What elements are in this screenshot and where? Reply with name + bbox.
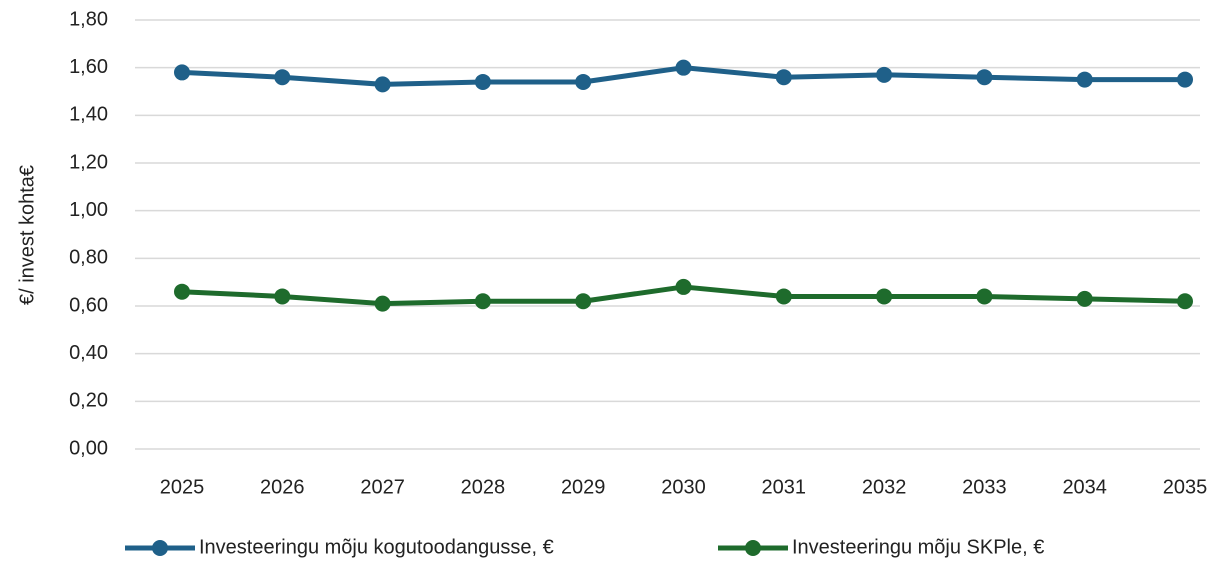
legend-marker	[745, 540, 761, 556]
y-tick-label: 1,80	[69, 8, 108, 30]
y-tick-label: 0,00	[69, 437, 108, 459]
data-point	[775, 288, 792, 305]
data-point	[876, 288, 893, 305]
data-point	[474, 293, 491, 310]
y-tick-label: 1,20	[69, 151, 108, 173]
data-point	[575, 293, 592, 310]
data-point	[374, 76, 391, 93]
x-tick-label: 2029	[561, 476, 606, 498]
y-tick-label: 0,40	[69, 342, 108, 364]
data-point	[374, 295, 391, 312]
y-tick-label: 0,60	[69, 294, 108, 316]
x-tick-label: 2035	[1163, 476, 1208, 498]
data-point	[876, 66, 893, 83]
y-tick-label: 1,00	[69, 199, 108, 221]
legend-label: Investeeringu mõju kogutoodangusse, €	[199, 536, 554, 558]
data-point	[1076, 71, 1093, 88]
x-tick-label: 2028	[461, 476, 506, 498]
data-point	[575, 73, 592, 90]
data-point	[775, 69, 792, 86]
x-tick-label: 2026	[260, 476, 305, 498]
x-tick-label: 2031	[762, 476, 807, 498]
legend-marker	[152, 540, 168, 556]
y-axis-label: €/ invest kohta€	[16, 165, 38, 305]
data-point	[675, 278, 692, 295]
data-point	[675, 59, 692, 76]
data-point	[976, 288, 993, 305]
data-point	[1177, 293, 1193, 310]
data-point	[1177, 71, 1193, 88]
x-tick-label: 2033	[962, 476, 1007, 498]
x-tick-label: 2030	[661, 476, 706, 498]
y-tick-label: 1,60	[69, 56, 108, 78]
data-point	[1076, 290, 1093, 307]
legend-label: Investeeringu mõju SKPle, €	[792, 536, 1044, 558]
y-tick-label: 0,80	[69, 247, 108, 269]
data-point	[976, 69, 993, 86]
x-tick-label: 2034	[1062, 476, 1107, 498]
y-tick-label: 0,20	[69, 390, 108, 412]
data-point	[474, 73, 491, 90]
data-point	[174, 64, 190, 81]
data-point	[274, 288, 291, 305]
data-point	[274, 69, 291, 86]
data-point	[174, 283, 190, 300]
x-tick-label: 2027	[360, 476, 405, 498]
x-tick-label: 2025	[160, 476, 205, 498]
x-tick-label: 2032	[862, 476, 907, 498]
y-tick-label: 1,40	[69, 104, 108, 126]
